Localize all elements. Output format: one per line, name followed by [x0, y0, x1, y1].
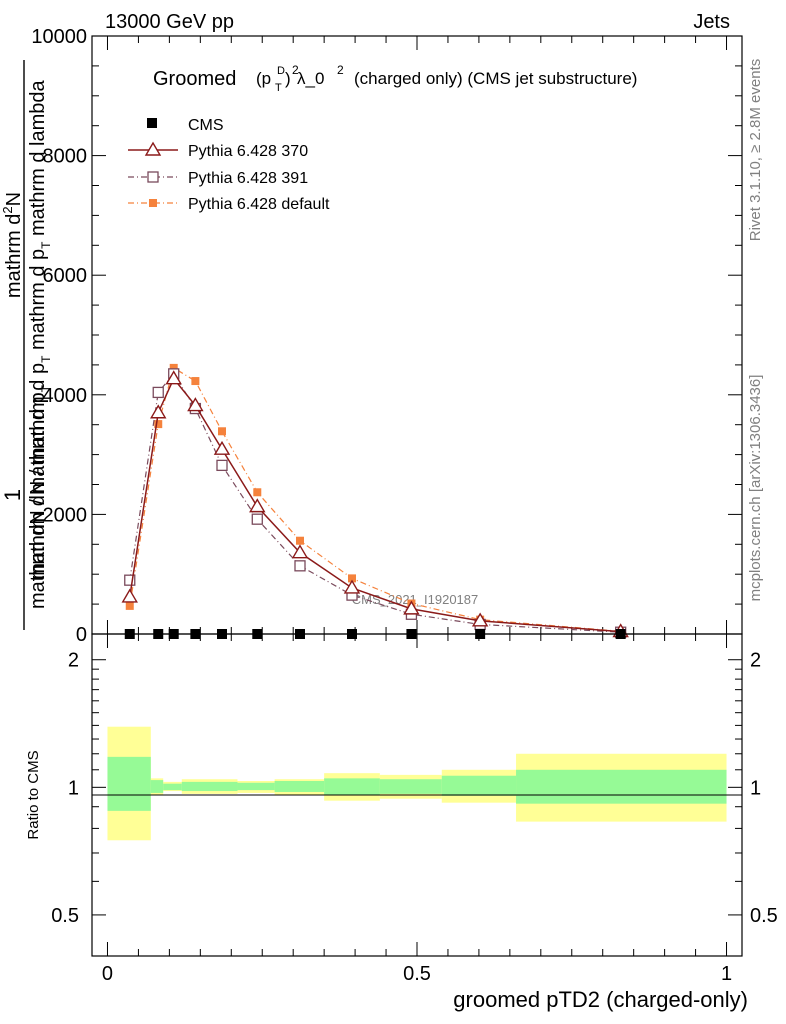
stat-band [163, 783, 182, 791]
ratio-bands [107, 726, 727, 841]
legend: CMS Pythia 6.428 370 Pythia 6.428 391 Py… [128, 117, 330, 213]
data-point-default [296, 536, 304, 545]
main-y-tick-labels: 0 2000 4000 6000 8000 10000 [31, 26, 87, 646]
title-math-pow: 2 [292, 63, 299, 77]
data-point-p370 [471, 612, 489, 627]
ratio-axis-ticks [92, 634, 742, 956]
analysis-watermark: CMS_2021_I1920187 [352, 592, 479, 607]
data-point-p370 [249, 498, 266, 513]
ratio-ytick-label: 0.5 [51, 905, 79, 927]
data-point-p370 [291, 544, 309, 559]
data-point-default [348, 574, 356, 583]
title-math-sup: D [277, 65, 285, 77]
ratio-y-tick-labels-right: 0.5 1 2 [750, 650, 778, 927]
data-point-default [169, 363, 178, 372]
title-rest: (charged only) (CMS jet substructure) [354, 69, 637, 88]
x-axis-label: groomed pTD2 (charged-only) [453, 987, 748, 1012]
main-ytick-label: 4000 [43, 385, 88, 407]
x-tick-label: 0 [102, 963, 113, 985]
legend-marker-default [149, 199, 157, 207]
stat-band [181, 781, 238, 792]
ylabel-denominator: mathrm dN / mathrm d pT mathrm d pT math… [27, 79, 53, 579]
main-ytick-label: 0 [76, 624, 87, 646]
data-point-p391 [152, 386, 164, 399]
ratio-ytick-label: 2 [68, 650, 79, 672]
legend-label-p370: Pythia 6.428 370 [188, 143, 308, 160]
title-math-close: ) [285, 69, 291, 88]
data-point-p391 [216, 459, 228, 472]
legend-marker-p391 [147, 171, 159, 183]
title-math-tailpow: 2 [337, 63, 344, 77]
legend-label-cms: CMS [188, 117, 224, 134]
main-ytick-label: 10000 [31, 26, 87, 48]
stat-band [516, 769, 727, 804]
data-point-p370 [403, 600, 420, 615]
data-point-default [191, 377, 200, 386]
ylabel-numerator: mathrm d2N [0, 192, 25, 298]
mcplots-label: mcplots.cern.ch [arXiv:1306.3436] [747, 375, 764, 602]
ratio-ytick-label: 1 [68, 777, 79, 799]
data-point-p370 [150, 404, 167, 419]
data-point-p370 [343, 579, 361, 594]
data-point-p391 [251, 513, 263, 525]
data-point-p391 [294, 560, 306, 572]
data-point-p391 [124, 574, 136, 586]
legend-label-p391: Pythia 6.428 391 [188, 170, 308, 187]
stat-band [379, 779, 442, 794]
series-p370 [121, 370, 629, 638]
category-label: Jets [693, 11, 730, 33]
ratio-ytick-label-right: 1 [750, 777, 761, 799]
title-math-base: (p [256, 69, 271, 88]
plot-title: Groomed (p D T ) 2 λ_0 2 (charged only) … [153, 63, 637, 94]
data-point-p370 [121, 588, 138, 603]
stat-band [324, 778, 380, 795]
main-ytick-label: 6000 [43, 265, 88, 287]
main-y-axis-label: 1 mathrm d2N mathrm dN / mathrm d pT mat… [0, 60, 53, 630]
data-point-p370 [165, 370, 182, 385]
ratio-y-axis-label: Ratio to CMS [25, 750, 42, 839]
ylabel-lower: mathrm dN / mathrm d pT [27, 384, 53, 609]
title-math-sub: T [275, 82, 282, 94]
ratio-ytick-label-right: 0.5 [750, 905, 778, 927]
ratio-y-tick-labels: 0.5 1 2 [51, 650, 79, 927]
stat-band [150, 780, 164, 793]
title-math-tail: λ_0 [297, 69, 324, 88]
x-tick-label: 0.5 [403, 963, 431, 985]
main-axis-ticks [92, 35, 742, 635]
stat-band [107, 756, 151, 811]
ylabel-fraction-one: 1 [0, 489, 25, 501]
legend-marker-p370 [144, 141, 162, 156]
x-tick-label: 1 [721, 963, 732, 985]
data-point-default [253, 488, 262, 497]
data-point-default [154, 420, 163, 429]
data-point-default [125, 601, 134, 610]
data-point-default [218, 427, 226, 436]
title-lead: Groomed [153, 68, 236, 90]
data-point-p370 [187, 397, 204, 412]
x-tick-labels: 0 0.5 1 [102, 963, 732, 985]
rivet-version-label: Rivet 3.1.10, ≥ 2.8M events [747, 59, 764, 242]
main-ytick-label: 2000 [43, 504, 88, 526]
data-point-p370 [213, 440, 231, 455]
legend-marker-cms [147, 118, 157, 128]
energy-label: 13000 GeV pp [105, 11, 234, 33]
ratio-ytick-label-right: 2 [750, 650, 761, 672]
legend-label-default: Pythia 6.428 default [188, 196, 330, 213]
stat-band [274, 780, 325, 792]
stat-band [237, 782, 275, 791]
main-ytick-label: 8000 [43, 146, 88, 168]
stat-band [441, 775, 517, 796]
